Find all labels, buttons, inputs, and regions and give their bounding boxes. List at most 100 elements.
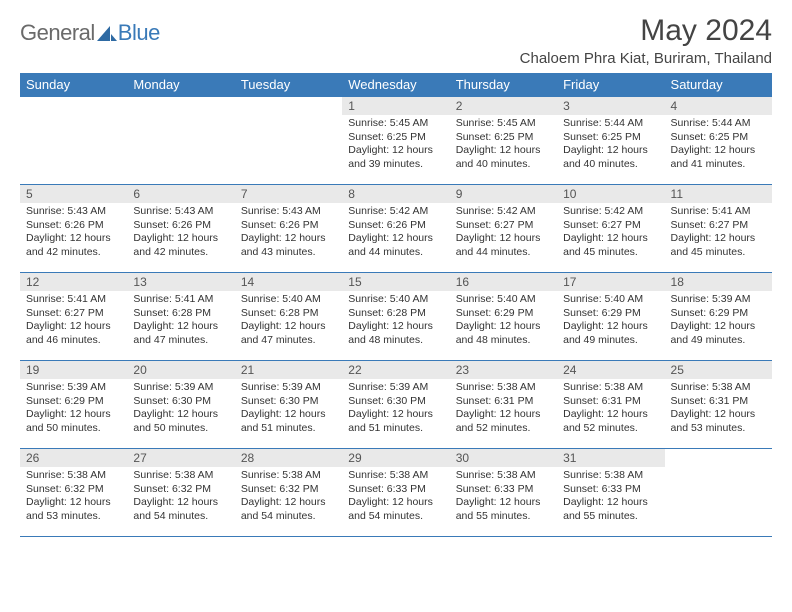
calendar-day-cell (665, 449, 772, 537)
daylight-line-2: and 40 minutes. (456, 158, 551, 172)
day-number: 28 (235, 449, 342, 467)
sunset-line: Sunset: 6:31 PM (563, 395, 658, 409)
sunset-line: Sunset: 6:26 PM (26, 219, 121, 233)
sunrise-line: Sunrise: 5:38 AM (671, 381, 766, 395)
daylight-line-2: and 52 minutes. (456, 422, 551, 436)
sunset-line: Sunset: 6:27 PM (26, 307, 121, 321)
sunrise-line: Sunrise: 5:38 AM (563, 469, 658, 483)
calendar-day-cell: 12Sunrise: 5:41 AMSunset: 6:27 PMDayligh… (20, 273, 127, 361)
month-title: May 2024 (520, 14, 772, 48)
day-number: 20 (127, 361, 234, 379)
sunrise-line: Sunrise: 5:45 AM (348, 117, 443, 131)
day-header: Saturday (665, 73, 772, 97)
sunrise-line: Sunrise: 5:39 AM (348, 381, 443, 395)
sunrise-line: Sunrise: 5:41 AM (133, 293, 228, 307)
sunrise-line: Sunrise: 5:39 AM (26, 381, 121, 395)
daylight-line-2: and 51 minutes. (241, 422, 336, 436)
daylight-line-1: Daylight: 12 hours (26, 232, 121, 246)
calendar-day-cell: 31Sunrise: 5:38 AMSunset: 6:33 PMDayligh… (557, 449, 664, 537)
daylight-line-1: Daylight: 12 hours (26, 320, 121, 334)
calendar-week-row: 12Sunrise: 5:41 AMSunset: 6:27 PMDayligh… (20, 273, 772, 361)
calendar-day-cell: 18Sunrise: 5:39 AMSunset: 6:29 PMDayligh… (665, 273, 772, 361)
sunrise-line: Sunrise: 5:38 AM (241, 469, 336, 483)
daylight-line-2: and 47 minutes. (133, 334, 228, 348)
daylight-line-2: and 39 minutes. (348, 158, 443, 172)
day-header: Sunday (20, 73, 127, 97)
header-row: General Blue May 2024 Chaloem Phra Kiat,… (20, 14, 772, 67)
sunset-line: Sunset: 6:32 PM (133, 483, 228, 497)
day-number: 16 (450, 273, 557, 291)
sunset-line: Sunset: 6:27 PM (671, 219, 766, 233)
daylight-line-1: Daylight: 12 hours (456, 496, 551, 510)
sunset-line: Sunset: 6:33 PM (348, 483, 443, 497)
day-header: Tuesday (235, 73, 342, 97)
day-number: 25 (665, 361, 772, 379)
calendar-day-cell: 20Sunrise: 5:39 AMSunset: 6:30 PMDayligh… (127, 361, 234, 449)
daylight-line-1: Daylight: 12 hours (671, 144, 766, 158)
daylight-line-2: and 44 minutes. (348, 246, 443, 260)
calendar-day-cell: 23Sunrise: 5:38 AMSunset: 6:31 PMDayligh… (450, 361, 557, 449)
day-number: 2 (450, 97, 557, 115)
sunrise-line: Sunrise: 5:43 AM (241, 205, 336, 219)
daylight-line-1: Daylight: 12 hours (563, 496, 658, 510)
sunset-line: Sunset: 6:30 PM (348, 395, 443, 409)
calendar-week-row: 5Sunrise: 5:43 AMSunset: 6:26 PMDaylight… (20, 185, 772, 273)
daylight-line-1: Daylight: 12 hours (26, 408, 121, 422)
brand-part1: General (20, 20, 95, 46)
day-number: 27 (127, 449, 234, 467)
daylight-line-1: Daylight: 12 hours (671, 320, 766, 334)
sunrise-line: Sunrise: 5:45 AM (456, 117, 551, 131)
daylight-line-2: and 49 minutes. (563, 334, 658, 348)
sunset-line: Sunset: 6:33 PM (456, 483, 551, 497)
sunrise-line: Sunrise: 5:38 AM (133, 469, 228, 483)
day-details: Sunrise: 5:39 AMSunset: 6:30 PMDaylight:… (127, 379, 234, 440)
day-number: 30 (450, 449, 557, 467)
sunrise-line: Sunrise: 5:42 AM (348, 205, 443, 219)
daylight-line-1: Daylight: 12 hours (133, 232, 228, 246)
calendar-day-cell: 25Sunrise: 5:38 AMSunset: 6:31 PMDayligh… (665, 361, 772, 449)
day-number: 29 (342, 449, 449, 467)
daylight-line-2: and 54 minutes. (348, 510, 443, 524)
day-number: 3 (557, 97, 664, 115)
calendar-day-cell: 3Sunrise: 5:44 AMSunset: 6:25 PMDaylight… (557, 97, 664, 185)
daylight-line-1: Daylight: 12 hours (563, 144, 658, 158)
sunset-line: Sunset: 6:30 PM (241, 395, 336, 409)
daylight-line-2: and 55 minutes. (456, 510, 551, 524)
day-details: Sunrise: 5:41 AMSunset: 6:27 PMDaylight:… (665, 203, 772, 264)
sunset-line: Sunset: 6:32 PM (241, 483, 336, 497)
sunrise-line: Sunrise: 5:40 AM (348, 293, 443, 307)
day-number: 31 (557, 449, 664, 467)
day-details: Sunrise: 5:45 AMSunset: 6:25 PMDaylight:… (450, 115, 557, 176)
daylight-line-1: Daylight: 12 hours (241, 496, 336, 510)
sunrise-line: Sunrise: 5:43 AM (26, 205, 121, 219)
sunset-line: Sunset: 6:26 PM (241, 219, 336, 233)
daylight-line-1: Daylight: 12 hours (348, 144, 443, 158)
calendar-day-cell: 24Sunrise: 5:38 AMSunset: 6:31 PMDayligh… (557, 361, 664, 449)
sunrise-line: Sunrise: 5:39 AM (671, 293, 766, 307)
day-number: 21 (235, 361, 342, 379)
daylight-line-1: Daylight: 12 hours (241, 320, 336, 334)
sunset-line: Sunset: 6:30 PM (133, 395, 228, 409)
day-number: 1 (342, 97, 449, 115)
sunset-line: Sunset: 6:25 PM (671, 131, 766, 145)
day-number: 24 (557, 361, 664, 379)
day-details: Sunrise: 5:39 AMSunset: 6:29 PMDaylight:… (665, 291, 772, 352)
daylight-line-1: Daylight: 12 hours (133, 320, 228, 334)
sunrise-line: Sunrise: 5:38 AM (348, 469, 443, 483)
sunrise-line: Sunrise: 5:42 AM (456, 205, 551, 219)
day-number: 13 (127, 273, 234, 291)
daylight-line-2: and 52 minutes. (563, 422, 658, 436)
calendar-day-cell: 7Sunrise: 5:43 AMSunset: 6:26 PMDaylight… (235, 185, 342, 273)
sunset-line: Sunset: 6:28 PM (348, 307, 443, 321)
calendar-day-cell: 9Sunrise: 5:42 AMSunset: 6:27 PMDaylight… (450, 185, 557, 273)
daylight-line-2: and 45 minutes. (671, 246, 766, 260)
sunset-line: Sunset: 6:28 PM (241, 307, 336, 321)
daylight-line-1: Daylight: 12 hours (563, 320, 658, 334)
day-number: 23 (450, 361, 557, 379)
sunrise-line: Sunrise: 5:39 AM (241, 381, 336, 395)
sunrise-line: Sunrise: 5:44 AM (563, 117, 658, 131)
calendar-week-row: 1Sunrise: 5:45 AMSunset: 6:25 PMDaylight… (20, 97, 772, 185)
day-details: Sunrise: 5:38 AMSunset: 6:32 PMDaylight:… (235, 467, 342, 528)
calendar-day-cell: 21Sunrise: 5:39 AMSunset: 6:30 PMDayligh… (235, 361, 342, 449)
day-header: Friday (557, 73, 664, 97)
